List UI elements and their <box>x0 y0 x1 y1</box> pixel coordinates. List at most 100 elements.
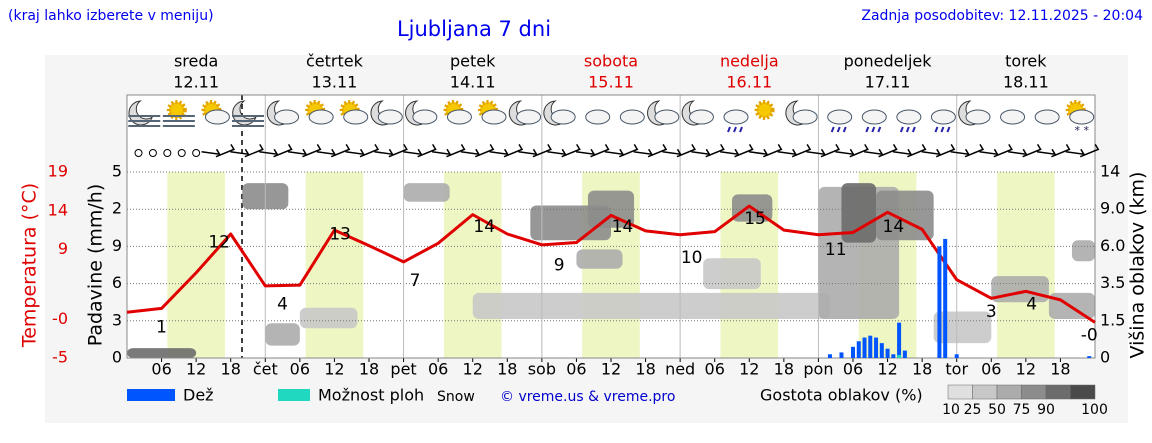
wind-barb <box>1036 148 1057 156</box>
x-tick-label: ned <box>665 360 695 379</box>
temp-tick-label: 9 <box>58 239 68 258</box>
cloud-block <box>299 307 358 329</box>
precip-tick-label: 3 <box>112 310 122 329</box>
cloud <box>481 109 507 125</box>
wind-barb <box>763 143 783 158</box>
wind-barb <box>1065 148 1086 156</box>
cloud <box>723 109 749 125</box>
y2-tick-label: 14 <box>1100 162 1120 181</box>
wind-barb <box>979 148 999 156</box>
rain-bar <box>937 246 942 358</box>
cloud-block <box>472 292 830 319</box>
x-tick-label: 18 <box>635 360 655 379</box>
x-tick-label: 06 <box>428 360 448 379</box>
cloud <box>516 109 542 125</box>
weather-icon <box>585 109 611 125</box>
wind-barb <box>734 143 754 158</box>
temp-tick-label: -5 <box>52 348 68 367</box>
weather-icon <box>370 100 403 126</box>
daylight <box>167 172 225 358</box>
cloud <box>585 109 611 125</box>
weather-icon <box>754 100 775 120</box>
weather-icon <box>305 100 334 125</box>
x-tick-label: pet <box>390 360 416 379</box>
wind-barb <box>201 148 221 156</box>
wind-barb <box>907 143 927 158</box>
cloud <box>550 109 576 125</box>
temp-label: 9 <box>554 256 565 276</box>
wind-barb <box>374 148 394 156</box>
calm <box>163 149 172 157</box>
title: Ljubljana 7 dni <box>397 17 551 41</box>
day-name: nedelja <box>720 52 779 71</box>
wind-barb <box>619 143 639 158</box>
legend-label: Možnost ploh <box>318 386 424 405</box>
temp-label: 4 <box>1026 294 1037 314</box>
day-date: 17.11 <box>865 73 911 92</box>
wind-barb <box>230 148 250 156</box>
wind-barb <box>388 143 408 158</box>
cloud-axis-title: Višina oblakov (km) <box>1127 172 1149 359</box>
temp-tick-label: 19 <box>48 162 68 181</box>
wind-barb <box>316 148 337 156</box>
rain <box>899 126 916 133</box>
temp-tick-label: 14 <box>48 200 68 219</box>
cloud <box>446 109 472 125</box>
temp-label: 14 <box>883 217 905 237</box>
density-swatch <box>947 384 973 400</box>
wind-barb <box>518 148 538 156</box>
temperature-line <box>126 204 1096 324</box>
wind-barb <box>820 143 841 158</box>
wind-barb <box>503 143 524 158</box>
density-swatch <box>996 384 1022 400</box>
sun <box>166 100 187 120</box>
wind-barb <box>777 148 798 156</box>
cloud <box>343 109 369 125</box>
cloud <box>377 109 403 125</box>
density-label: 100 <box>1081 402 1108 418</box>
cloud <box>896 109 922 125</box>
cloud <box>1069 109 1095 125</box>
x-tick-label: 06 <box>981 360 1001 379</box>
precip-tick-label: 9 <box>112 236 122 255</box>
temp-label: -0 <box>1081 325 1098 345</box>
x-tick-label: 12 <box>601 360 621 379</box>
x-tick-label: 18 <box>221 360 241 379</box>
weather-icon <box>1000 109 1026 125</box>
cloud <box>688 109 714 125</box>
weather-icon <box>681 100 714 126</box>
day-name: petek <box>450 52 496 71</box>
rain-bar <box>897 322 902 358</box>
precip-tick-label: 5 <box>112 162 122 181</box>
temp-label: 7 <box>410 271 421 291</box>
weather-icon <box>162 100 195 127</box>
weather-icon <box>1034 109 1060 125</box>
wind-barb <box>359 143 380 158</box>
x-tick-label: 06 <box>566 360 586 379</box>
weather-icon <box>266 100 300 126</box>
y2-tick-label: 1.5 <box>1100 310 1125 329</box>
cloud <box>1000 109 1026 125</box>
wind-barb <box>460 148 481 156</box>
temp-tick-label: -0 <box>52 309 68 328</box>
x-tick-label: sob <box>528 360 556 379</box>
legend-swatch <box>278 389 310 401</box>
day-date: 14.11 <box>450 73 496 92</box>
x-tick-label: 06 <box>705 360 725 379</box>
x-tick-label: 18 <box>912 360 932 379</box>
wind-barb <box>633 148 654 156</box>
x-tick-label: 12 <box>324 360 344 379</box>
day-name: sobota <box>584 52 638 71</box>
calm <box>177 149 186 157</box>
wind-barb <box>244 143 264 158</box>
day-name: četrtek <box>306 52 364 71</box>
day-name: ponedeljek <box>844 52 933 71</box>
legend-swatch <box>127 389 175 401</box>
y2-tick-label: 0 <box>1100 348 1110 367</box>
wind-barb <box>215 143 236 158</box>
wind-barb <box>1008 148 1028 156</box>
day-name: sreda <box>174 52 218 71</box>
x-tick-label: pon <box>803 360 833 379</box>
weather-icon <box>478 100 507 125</box>
